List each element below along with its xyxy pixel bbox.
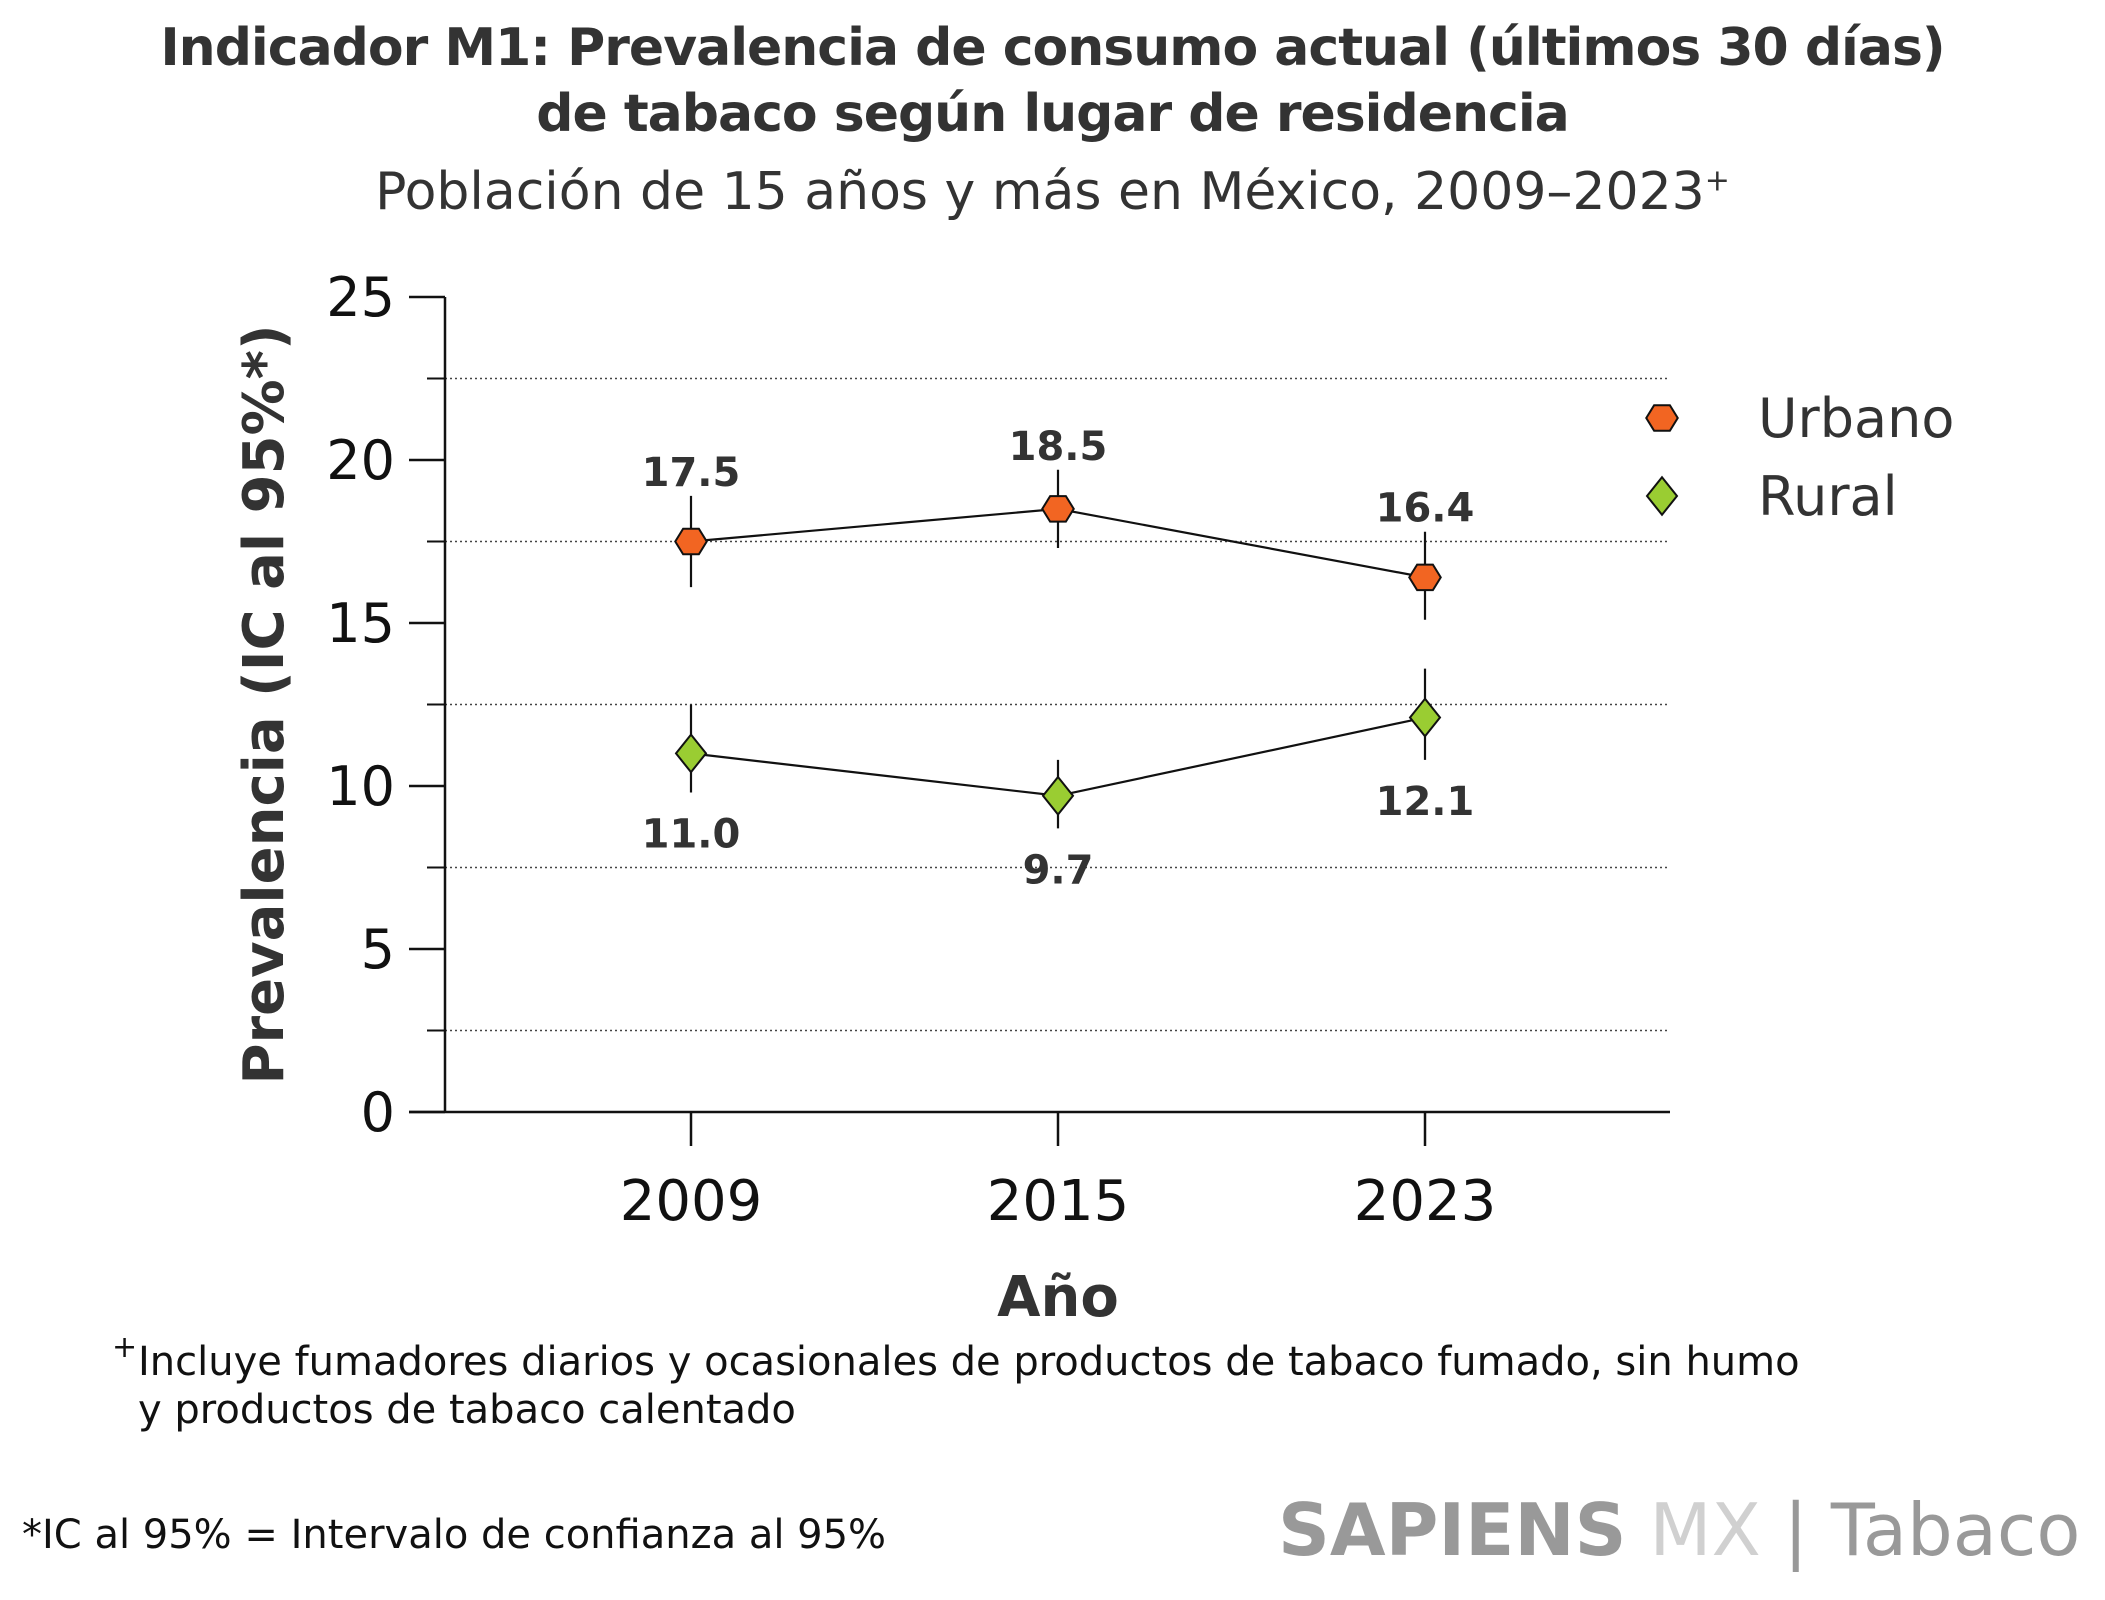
chart-title-line2: de tabaco según lugar de residencia (536, 84, 1570, 144)
data-label: 11.0 (642, 812, 741, 858)
subtitle-text: Población de 15 años y más en México, 20… (375, 162, 1705, 222)
series-urbano (674, 469, 1442, 620)
data-label: 12.1 (1376, 779, 1475, 825)
x-axis-title: Año (997, 1265, 1119, 1330)
footnote-mark: + (112, 1330, 138, 1365)
legend-label: Rural (1758, 465, 1898, 528)
data-label: 9.7 (1023, 847, 1094, 893)
legend-item-rural: Rural (1645, 465, 1898, 528)
hexagon-marker-icon (1645, 404, 1679, 432)
data-point (1408, 563, 1442, 592)
data-label: 17.5 (642, 450, 741, 496)
series-group (674, 469, 1442, 829)
chart-title-line1: Indicador M1: Prevalencia de consumo act… (160, 18, 1945, 78)
brand-sapiens: SAPIENS (1278, 1488, 1627, 1572)
data-point (674, 733, 708, 774)
legend-label: Urbano (1758, 387, 1954, 450)
chart-subtitle: Población de 15 años y más en México, 20… (0, 162, 2105, 222)
y-tick-label: 10 (326, 755, 395, 818)
y-tick-label: 20 (326, 429, 395, 492)
y-tick-label: 0 (361, 1081, 395, 1144)
subtitle-footnote-mark: + (1704, 163, 1730, 199)
data-point (1041, 775, 1075, 817)
data-point (1408, 697, 1442, 738)
data-label: 18.5 (1009, 424, 1108, 470)
y-tick-label: 5 (361, 918, 395, 981)
axes (409, 297, 1670, 1114)
diamond-marker-icon (1645, 475, 1679, 517)
x-tick-label: 2015 (987, 1169, 1130, 1234)
footnote-ci: *IC al 95% = Intervalo de confianza al 9… (22, 1512, 887, 1558)
footnote-products: + Incluye fumadores diarios y ocasionale… (112, 1330, 1800, 1434)
data-point (1041, 495, 1075, 523)
x-tick-label: 2009 (620, 1169, 763, 1234)
x-tick-label: 2023 (1354, 1169, 1497, 1234)
legend-item-urbano: Urbano (1645, 387, 1954, 450)
y-axis-ticks: 0 5 10 15 20 25 (326, 266, 445, 1144)
footnote-line2: y productos de tabaco calentado (138, 1387, 796, 1433)
y-axis-title: Prevalencia (IC al 95%*) (232, 324, 297, 1084)
data-labels: 17.5 18.5 16.4 11.0 9.7 12.1 (642, 424, 1475, 894)
brand-tabaco: | Tabaco (1760, 1488, 2081, 1572)
data-point (674, 527, 708, 556)
gridlines (427, 377, 1670, 1032)
x-axis-ticks: 2009 2015 2023 (620, 1112, 1497, 1234)
brand-logo: SAPIENS MX | Tabaco (1278, 1488, 2080, 1572)
data-label: 16.4 (1376, 486, 1475, 532)
brand-mx: MX (1626, 1488, 1761, 1572)
series-rural (674, 668, 1442, 829)
y-tick-label: 25 (326, 266, 395, 329)
legend: Urbano Rural (1645, 387, 1954, 528)
footnote-line1: Incluye fumadores diarios y ocasionales … (138, 1339, 1800, 1385)
y-tick-label: 15 (326, 592, 395, 655)
